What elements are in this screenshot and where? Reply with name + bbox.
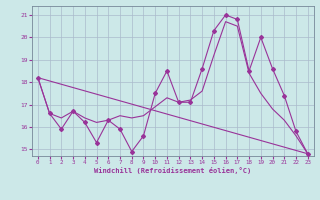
X-axis label: Windchill (Refroidissement éolien,°C): Windchill (Refroidissement éolien,°C) bbox=[94, 167, 252, 174]
